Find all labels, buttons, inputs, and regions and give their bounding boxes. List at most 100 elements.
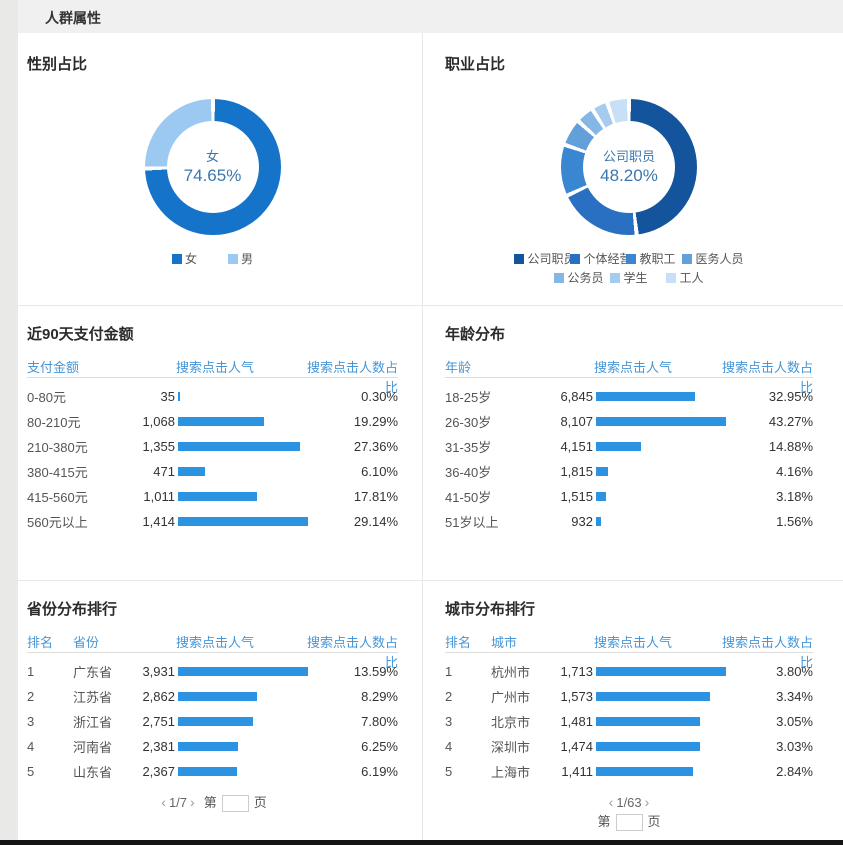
ratio-value: 3.18% <box>776 489 813 504</box>
legend-label: 男 <box>240 252 253 266</box>
legend-item-个体经营[interactable]: 个体经营 <box>570 250 626 267</box>
bottom-border <box>0 840 843 845</box>
bar-cell <box>175 692 308 701</box>
legend-swatch-icon <box>514 253 525 264</box>
ratio-value: 2.84% <box>776 764 813 779</box>
legend-item-公司职员[interactable]: 公司职员 <box>514 250 570 267</box>
ratio-value: 1.56% <box>776 514 813 529</box>
rank-cell: 3 <box>27 714 35 729</box>
bar-cell <box>593 667 726 676</box>
legend-item-医务人员[interactable]: 医务人员 <box>682 250 744 267</box>
popularity-value: 2,862 <box>142 689 175 704</box>
legend-row: 女男 <box>27 250 398 267</box>
horizontal-divider <box>18 580 843 581</box>
panel-payment-amount: 近90天支付金额 支付金额 搜索点击人气 搜索点击人数占比 0-80元 35 0.30% 8… <box>18 306 422 580</box>
column-header: 排名 <box>445 635 472 650</box>
legend-item-学生[interactable]: 学生 <box>610 269 666 286</box>
legend-swatch-icon <box>626 253 637 264</box>
legend-label: 学生 <box>623 271 648 285</box>
occupation-donut-chart: 公司职员 48.20% <box>561 99 697 235</box>
table-row: 4 深圳市 1,474 3.03% <box>445 734 813 759</box>
label-cell: 80-210元 <box>27 415 81 430</box>
rank-cell: 5 <box>445 764 453 779</box>
payment-table: 支付金额 搜索点击人气 搜索点击人数占比 0-80元 35 0.30% 80-210元 1,0… <box>27 358 398 534</box>
popularity-value: 1,011 <box>143 489 175 504</box>
label-cell: 560元以上 <box>27 515 88 530</box>
table-row: 41-50岁 1,515 3.18% <box>445 484 813 509</box>
popularity-bar <box>178 492 257 501</box>
popularity-bar <box>596 517 601 526</box>
popularity-value: 35 <box>160 389 175 404</box>
name-cell: 山东省 <box>73 765 113 780</box>
column-header-popularity: 搜索点击人气 <box>175 360 254 375</box>
pagination-jump: 第页 <box>445 812 813 832</box>
occupation-donut-center: 公司职员 48.20% <box>583 121 675 213</box>
label-cell: 0-80元 <box>27 390 67 405</box>
next-page-button[interactable]: › <box>644 794 650 810</box>
legend-swatch-icon <box>227 253 238 264</box>
column-header-ratio: 搜索点击人数占比 <box>306 360 398 395</box>
popularity-bar <box>178 417 264 426</box>
rank-cell: 1 <box>27 664 35 679</box>
legend-label: 教职工 <box>639 252 676 266</box>
popularity-bar <box>178 442 300 451</box>
table-row: 2 江苏省 2,862 8.29% <box>27 684 398 709</box>
ratio-value: 29.14% <box>353 514 398 529</box>
bar-cell <box>593 492 726 501</box>
column-header-popularity: 搜索点击人气 <box>175 635 254 650</box>
popularity-value: 471 <box>153 464 175 479</box>
popularity-value: 1,481 <box>560 714 593 729</box>
pagination-jump: 第页 <box>204 795 267 813</box>
legend-item-男[interactable]: 男 <box>227 250 253 267</box>
legend-label: 医务人员 <box>695 252 744 266</box>
table-row: 2 广州市 1,573 3.34% <box>445 684 813 709</box>
ratio-value: 8.29% <box>361 689 398 704</box>
legend-item-女[interactable]: 女 <box>171 250 228 267</box>
popularity-value: 1,414 <box>142 514 175 529</box>
legend-item-公务员[interactable]: 公务员 <box>554 269 610 286</box>
jump-suffix: 页 <box>253 795 267 810</box>
column-header: 省份 <box>73 635 100 650</box>
label-cell: 31-35岁 <box>445 440 492 455</box>
page-jump-input[interactable] <box>615 814 643 832</box>
legend-label: 公司职员 <box>527 252 571 266</box>
name-cell: 江苏省 <box>73 690 113 705</box>
next-page-button[interactable]: › <box>190 794 195 810</box>
legend-swatch-icon <box>554 272 565 283</box>
table-row: 18-25岁 6,845 32.95% <box>445 384 813 409</box>
popularity-value: 6,845 <box>560 389 593 404</box>
ratio-value: 6.10% <box>361 464 398 479</box>
ratio-value: 3.80% <box>776 664 813 679</box>
bar-cell <box>593 417 726 426</box>
table-header-row: 排名 省份 搜索点击人气 搜索点击人数占比 <box>27 633 398 670</box>
bar-cell <box>593 742 726 751</box>
label-cell: 380-415元 <box>27 465 88 480</box>
bar-cell <box>175 517 308 526</box>
prev-page-button[interactable]: ‹ <box>608 794 614 810</box>
name-cell: 上海市 <box>491 765 531 780</box>
legend-label: 女 <box>184 252 197 266</box>
occupation-legend: 公司职员 个体经营 教职工 医务人员公务员 学生 工人 <box>445 250 813 286</box>
prev-page-button[interactable]: ‹ <box>161 794 166 810</box>
page-jump-input[interactable] <box>221 795 249 813</box>
legend-label: 工人 <box>679 271 704 285</box>
legend-item-教职工[interactable]: 教职工 <box>626 250 682 267</box>
table-row: 380-415元 471 6.10% <box>27 459 398 484</box>
column-header-ratio: 搜索点击人数占比 <box>721 635 813 670</box>
column-header-popularity: 搜索点击人气 <box>593 635 672 650</box>
bar-cell <box>593 442 726 451</box>
popularity-bar <box>596 667 726 676</box>
panel-title-occupation: 职业占比 <box>445 56 506 73</box>
panel-title-gender: 性别占比 <box>27 56 88 73</box>
ratio-value: 6.19% <box>361 764 398 779</box>
table-header-row: 年龄 搜索点击人气 搜索点击人数占比 <box>445 358 813 395</box>
table-header-row: 支付金额 搜索点击人气 搜索点击人数占比 <box>27 358 398 395</box>
rank-cell: 4 <box>445 739 453 754</box>
panel-title-age: 年龄分布 <box>445 326 506 343</box>
legend-item-工人[interactable]: 工人 <box>666 269 704 286</box>
popularity-bar <box>178 467 205 476</box>
label-cell: 18-25岁 <box>445 390 492 405</box>
popularity-bar <box>596 767 693 776</box>
bar-cell <box>175 417 308 426</box>
table-row: 415-560元 1,011 17.81% <box>27 484 398 509</box>
